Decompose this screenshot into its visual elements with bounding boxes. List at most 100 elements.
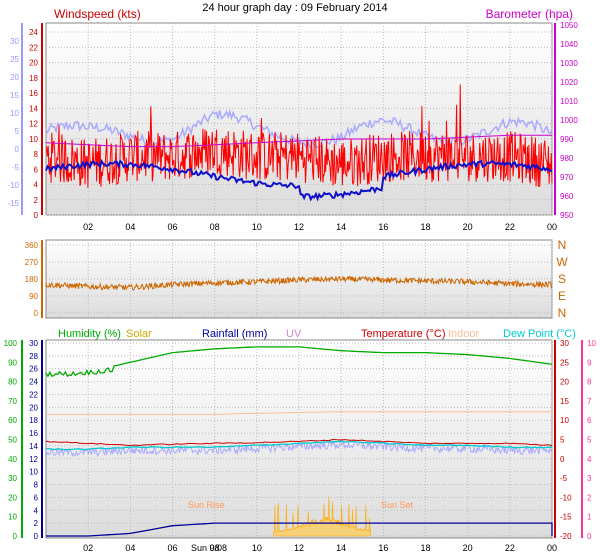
temperature-tick-label: -10: [560, 493, 572, 502]
panel-humidity-temp: Humidity (%) Solar Rainfall (mm) UV Temp…: [4, 328, 597, 553]
windspeed-tick-label: 22: [29, 43, 38, 52]
rainfall-tick-label: 0: [34, 532, 39, 541]
windspeed-tick-label: 20: [29, 59, 38, 68]
legend-temperature: Temperature (°C): [361, 328, 445, 340]
x-tick-label: 10: [252, 222, 262, 232]
barometer-series-line: [45, 134, 552, 148]
rainfall-series-line: [46, 522, 553, 537]
temp-tick-label: 20: [10, 73, 19, 82]
temp-tick-label: -10: [7, 181, 19, 190]
x-tick-label: 02: [83, 543, 93, 553]
legend-dewpoint: Dew Point (°C): [503, 328, 576, 340]
chart-title: 24 hour graph day : 09 February 2014: [202, 2, 387, 14]
humidity-tick-label: 90: [8, 358, 17, 367]
legend-uv: UV: [286, 328, 302, 340]
feels-like-series-line: [45, 440, 553, 458]
direction-tick-label: 0: [34, 309, 39, 318]
temperature-tick-label: -20: [560, 532, 572, 541]
legend-solar: Solar: [126, 328, 152, 340]
temp-tick-label: 0: [15, 145, 20, 154]
humidity-series-line: [45, 346, 553, 378]
barometer-tick-label: 980: [560, 154, 574, 163]
rainfall-tick-label: 8: [34, 481, 39, 490]
compass-tick-label: E: [558, 289, 566, 303]
temperature-tick-label: -5: [560, 474, 568, 483]
direction-tick-label: 270: [25, 258, 39, 267]
humidity-tick-label: 0: [13, 532, 18, 541]
temp-tick-label: 30: [10, 37, 19, 46]
humidity-tick-label: 10: [8, 513, 17, 522]
x-tick-label: 00: [547, 543, 557, 553]
humidity-tick-label: 50: [8, 436, 17, 445]
windspeed-tick-label: 16: [29, 89, 38, 98]
temperature-tick-label: 20: [560, 378, 569, 387]
x-tick-label: 12: [294, 222, 304, 232]
rainfall-tick-label: 6: [34, 493, 39, 502]
sun-rise-label: Sun Rise: [188, 500, 225, 510]
windspeed-tick-label: 2: [34, 196, 39, 205]
barometer-tick-label: 970: [560, 173, 574, 182]
chill-series-line: [45, 108, 553, 151]
windspeed-tick-label: 14: [29, 104, 38, 113]
windspeed-label: Windspeed (kts): [54, 7, 141, 21]
legend-humidity: Humidity (%): [58, 328, 121, 340]
uv-tick-label: 10: [587, 339, 596, 348]
temp-tick-label: -15: [7, 199, 19, 208]
temperature-tick-label: 30: [560, 339, 569, 348]
rainfall-tick-label: 14: [29, 442, 38, 451]
barometer-tick-label: 1050: [560, 21, 578, 30]
windspeed-tick-label: 10: [29, 135, 38, 144]
x-tick-label: 14: [336, 222, 346, 232]
windspeed-tick-label: 18: [29, 74, 38, 83]
barometer-label: Barometer (hpa): [486, 7, 573, 21]
barometer-tick-label: 1000: [560, 116, 578, 125]
barometer-tick-label: 1030: [560, 59, 578, 68]
barometer-tick-label: 990: [560, 135, 574, 144]
x-tick-label: 18: [420, 222, 430, 232]
x-tick-label: 08: [210, 543, 220, 553]
humidity-tick-label: 20: [8, 493, 17, 502]
uv-tick-label: 3: [587, 474, 592, 483]
rainfall-tick-label: 24: [29, 378, 38, 387]
temperature-tick-label: -15: [560, 513, 572, 522]
windspeed-tick-label: 4: [34, 181, 39, 190]
uv-tick-label: 8: [587, 378, 592, 387]
humidity-tick-label: 70: [8, 397, 17, 406]
uv-tick-label: 6: [587, 416, 592, 425]
windspeed-series-line: [45, 84, 553, 188]
compass-tick-label: S: [558, 272, 566, 286]
sun-marker-label: Sun 9/08: [191, 543, 227, 553]
x-tick-label: 20: [463, 543, 473, 553]
x-tick-label: 00: [547, 222, 557, 232]
rainfall-tick-label: 4: [34, 506, 39, 515]
barometer-tick-label: 1010: [560, 97, 578, 106]
direction-series-line: [45, 275, 553, 292]
humidity-tick-label: 30: [8, 474, 17, 483]
x-tick-label: 10: [252, 543, 262, 553]
uv-tick-label: 9: [587, 358, 592, 367]
x-tick-label: 22: [505, 222, 515, 232]
barometer-tick-label: 1020: [560, 78, 578, 87]
compass-tick-label: N: [558, 306, 567, 320]
solar-series-area: [273, 496, 372, 537]
x-tick-label: 16: [378, 543, 388, 553]
humidity-tick-label: 100: [4, 339, 18, 348]
uv-tick-label: 7: [587, 397, 592, 406]
rainfall-tick-label: 30: [29, 339, 38, 348]
humidity-tick-label: 40: [8, 455, 17, 464]
rainfall-tick-label: 26: [29, 365, 38, 374]
x-tick-label: 08: [210, 222, 220, 232]
temp-tick-label: 5: [15, 127, 20, 136]
compass-tick-label: W: [556, 255, 568, 269]
uv-tick-label: 1: [587, 513, 592, 522]
uv-tick-label: 5: [587, 436, 592, 445]
direction-tick-label: 360: [25, 241, 39, 250]
uv-tick-label: 4: [587, 455, 592, 464]
x-tick-label: 18: [420, 543, 430, 553]
x-tick-label: 22: [505, 543, 515, 553]
windspeed-tick-label: 6: [34, 165, 39, 174]
temp-tick-label: 10: [10, 109, 19, 118]
temperature-series-line: [45, 438, 553, 447]
x-tick-label: 12: [294, 543, 304, 553]
